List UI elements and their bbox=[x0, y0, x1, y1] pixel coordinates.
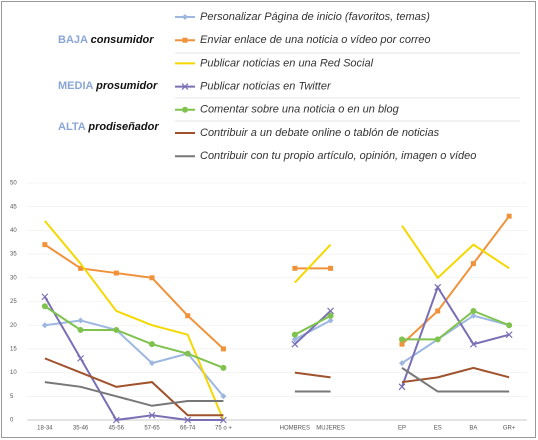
marker bbox=[42, 242, 48, 248]
annotation-label: prodiseñador bbox=[87, 121, 159, 133]
marker bbox=[78, 265, 84, 271]
annotation: MEDIA prosumidor bbox=[58, 80, 158, 92]
series-line bbox=[44, 215, 510, 350]
marker bbox=[220, 346, 226, 352]
marker bbox=[184, 416, 192, 424]
y-tick-label: 25 bbox=[10, 299, 17, 305]
marker bbox=[506, 322, 513, 329]
marker bbox=[399, 341, 405, 347]
marker bbox=[220, 364, 227, 371]
marker bbox=[182, 37, 188, 43]
x-tick-label: HOMBRES bbox=[280, 426, 310, 432]
x-tick-label: 57-65 bbox=[144, 426, 160, 432]
marker bbox=[434, 283, 442, 291]
marker bbox=[291, 336, 298, 343]
y-tick-label: 5 bbox=[10, 394, 14, 400]
x-tick-label: BA bbox=[469, 426, 477, 432]
legend-label: Contribuir con tu propio artículo, opini… bbox=[200, 150, 476, 162]
series-line bbox=[44, 367, 510, 407]
y-tick-label: 45 bbox=[10, 204, 17, 210]
legend-label: Comentar sobre una noticia o en un blog bbox=[200, 104, 400, 116]
marker bbox=[470, 340, 477, 348]
annotation-level: ALTA bbox=[58, 121, 86, 133]
marker bbox=[41, 293, 49, 301]
marker bbox=[291, 331, 298, 338]
marker bbox=[327, 317, 334, 324]
marker bbox=[220, 416, 227, 424]
x-tick-label: EP bbox=[398, 426, 406, 432]
x-tick-label: 66-74 bbox=[180, 426, 196, 432]
legend-label: Enviar enlace de una noticia o vídeo por… bbox=[200, 34, 431, 46]
annotation: ALTA prodiseñador bbox=[58, 121, 159, 133]
y-tick-label: 40 bbox=[10, 228, 17, 234]
annotation-label: consumidor bbox=[91, 34, 155, 46]
marker bbox=[506, 213, 512, 219]
legend-label: Personalizar Página de inicio (favoritos… bbox=[200, 11, 430, 23]
marker bbox=[41, 303, 48, 310]
marker bbox=[148, 411, 156, 419]
x-tick-label: MUJERES bbox=[316, 426, 345, 432]
marker bbox=[112, 416, 120, 424]
marker bbox=[77, 326, 84, 333]
marker bbox=[149, 360, 155, 367]
marker bbox=[327, 312, 334, 319]
marker bbox=[77, 354, 84, 362]
series-line bbox=[44, 305, 510, 369]
marker bbox=[77, 317, 84, 324]
x-tick-label: 18-34 bbox=[37, 426, 53, 432]
annotation: BAJA consumidor bbox=[58, 34, 154, 46]
y-tick-label: 0 bbox=[10, 418, 14, 424]
y-tick-label: 20 bbox=[10, 323, 17, 329]
marker bbox=[185, 313, 191, 319]
marker bbox=[182, 106, 188, 113]
marker bbox=[291, 340, 299, 348]
legend-label: Contribuir a un debate online o tablón d… bbox=[200, 127, 440, 139]
marker bbox=[184, 350, 191, 357]
series-line bbox=[43, 285, 510, 422]
legend-label: Publicar noticias en una Red Social bbox=[200, 57, 374, 69]
marker bbox=[399, 336, 405, 343]
marker bbox=[435, 308, 441, 314]
marker bbox=[398, 383, 406, 391]
marker bbox=[113, 326, 120, 333]
x-tick-label: 35-46 bbox=[73, 426, 89, 432]
y-tick-label: 50 bbox=[10, 181, 17, 187]
marker bbox=[41, 322, 48, 329]
marker bbox=[181, 83, 189, 91]
x-tick-label: GR+ bbox=[503, 426, 516, 432]
marker bbox=[505, 331, 513, 339]
series-line bbox=[44, 220, 510, 421]
marker bbox=[328, 265, 334, 271]
marker bbox=[434, 336, 441, 343]
marker bbox=[470, 261, 476, 267]
x-tick-label: 45-56 bbox=[109, 426, 125, 432]
marker bbox=[182, 14, 188, 20]
marker bbox=[220, 393, 227, 400]
annotation-label: prosumidor bbox=[95, 80, 158, 92]
marker bbox=[149, 341, 155, 348]
y-tick-label: 35 bbox=[10, 252, 17, 258]
x-tick-label: 75 o + bbox=[215, 426, 232, 432]
annotation-level: BAJA bbox=[58, 34, 88, 46]
y-tick-label: 10 bbox=[10, 370, 17, 376]
annotation-level: MEDIA bbox=[58, 80, 94, 92]
marker bbox=[149, 275, 155, 281]
marker bbox=[399, 360, 405, 367]
marker bbox=[470, 307, 477, 314]
marker bbox=[292, 265, 298, 271]
x-tick-label: ES bbox=[434, 426, 442, 432]
marker bbox=[327, 307, 334, 315]
y-tick-label: 30 bbox=[10, 275, 17, 281]
series-line bbox=[44, 357, 510, 417]
legend-label: Publicar noticias en Twitter bbox=[200, 81, 332, 93]
y-tick-label: 15 bbox=[10, 346, 17, 352]
marker bbox=[113, 270, 119, 276]
series-line bbox=[44, 314, 510, 397]
marker bbox=[470, 312, 477, 319]
